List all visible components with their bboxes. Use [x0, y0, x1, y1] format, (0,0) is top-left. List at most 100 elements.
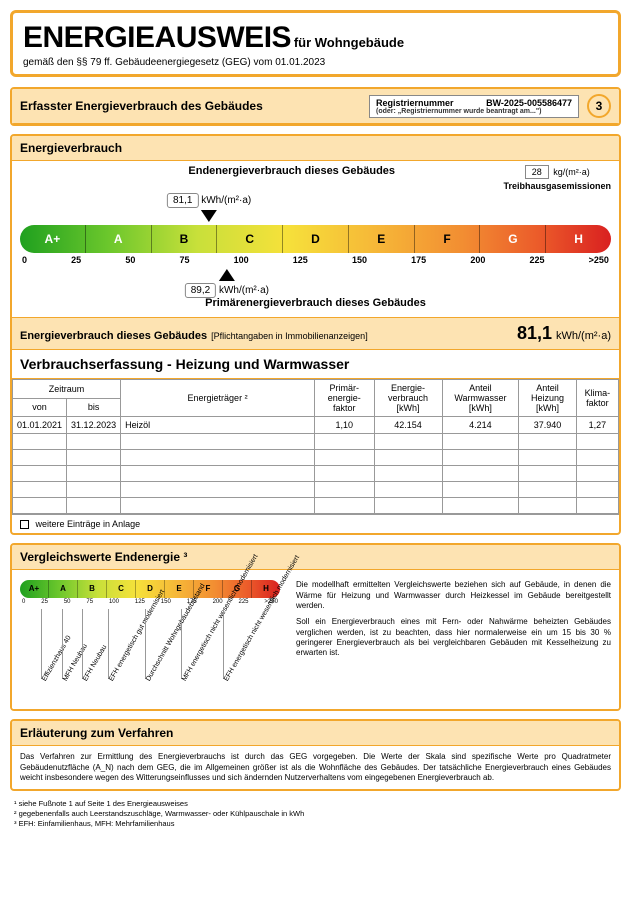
- table-cell: [374, 434, 442, 450]
- value-unit: kWh/(m²·a): [556, 330, 611, 342]
- registration-section: Erfasster Energieverbrauch des Gebäudes …: [10, 87, 621, 126]
- scale-letter: A: [86, 225, 152, 253]
- table-cell: [67, 498, 121, 514]
- scale-number: 50: [125, 255, 135, 265]
- scale-letter: F: [415, 225, 481, 253]
- table-cell: [576, 482, 618, 498]
- legal-line: gemäß den §§ 79 ff. Gebäudeenergiegesetz…: [23, 57, 608, 68]
- consumption-title: Verbrauchserfassung - Heizung und Warmwa…: [12, 349, 619, 379]
- table-cell: [121, 466, 315, 482]
- scale-letter: G: [480, 225, 546, 253]
- th-kf: Klima- faktor: [576, 380, 618, 417]
- mini-scale-letter: E: [165, 580, 194, 598]
- diag-line: [82, 609, 83, 679]
- scale-letter: E: [349, 225, 415, 253]
- scale-number: 150: [352, 255, 367, 265]
- table-cell: 4.214: [442, 417, 519, 434]
- table-cell: [315, 482, 375, 498]
- emissions-box: 28 kg/(m²·a) Treibhausgasemissionen: [503, 165, 611, 191]
- vergleich-text: Die modellhaft ermittelten Vergleichswer…: [296, 580, 611, 699]
- mini-scale-letter: B: [78, 580, 107, 598]
- energy-section-title: Energieverbrauch: [12, 136, 619, 161]
- prim-value: 89,2: [185, 283, 216, 298]
- value-sub: [Pflichtangaben in Immobilienanzeigen]: [211, 331, 517, 341]
- erl-text: Das Verfahren zur Ermittlung des Energie…: [12, 746, 619, 789]
- mini-scale-number: 0: [22, 599, 25, 605]
- table-row: 01.01.202131.12.2023Heizöl1,1042.1544.21…: [13, 417, 619, 434]
- th-ww: Anteil Warmwasser [kWh]: [442, 380, 519, 417]
- table-cell: [121, 498, 315, 514]
- table-cell: [315, 450, 375, 466]
- scale-letter: D: [283, 225, 349, 253]
- table-cell: [442, 498, 519, 514]
- reg-section-title: Erfasster Energieverbrauch des Gebäudes: [20, 99, 369, 113]
- mini-scale-letter: C: [107, 580, 136, 598]
- table-cell: 42.154: [374, 417, 442, 434]
- scale-letter: A+: [20, 225, 86, 253]
- diag-label: MFH energetisch nicht wesentlich moderni…: [181, 553, 260, 682]
- table-cell: [442, 450, 519, 466]
- scale-number: 75: [179, 255, 189, 265]
- arrow-down-icon: [201, 210, 217, 222]
- scale-letter: B: [152, 225, 218, 253]
- erlaeuterung-section: Erläuterung zum Verfahren Das Verfahren …: [10, 719, 621, 791]
- scale-number: 125: [293, 255, 308, 265]
- scale-number: 225: [529, 255, 544, 265]
- value-big: 81,1: [517, 323, 552, 344]
- table-cell: [121, 434, 315, 450]
- mini-scale-number: 125: [135, 599, 145, 605]
- table-cell: [13, 498, 67, 514]
- table-row: [13, 434, 619, 450]
- end-energy-title: Endenergieverbrauch dieses Gebäudes: [80, 165, 503, 177]
- vergleich-p1: Die modellhaft ermittelten Vergleichswer…: [296, 580, 611, 611]
- erl-title: Erläuterung zum Verfahren: [12, 721, 619, 746]
- mini-scale-letter: A+: [20, 580, 49, 598]
- legal-prefix: gemäß den §§ 79 ff. Gebäudeenergiegesetz…: [23, 57, 272, 68]
- table-cell: [315, 466, 375, 482]
- table-cell: [576, 466, 618, 482]
- emissions-value: 28: [525, 165, 549, 179]
- end-value: 81,1: [167, 193, 198, 208]
- table-cell: [576, 450, 618, 466]
- table-cell: [519, 498, 577, 514]
- footnotes: ¹ siehe Fußnote 1 auf Seite 1 des Energi…: [10, 799, 621, 828]
- th-bis: bis: [67, 398, 121, 417]
- vergleich-title: Vergleichswerte Endenergie ³: [12, 545, 619, 570]
- mini-scale-number: 50: [64, 599, 71, 605]
- table-row: [13, 498, 619, 514]
- diag-line: [108, 609, 109, 679]
- table-cell: [374, 482, 442, 498]
- table-cell: [374, 450, 442, 466]
- footnote-3: ³ EFH: Einfamilienhaus, MFH: Mehrfamilie…: [14, 819, 617, 829]
- reg-box: Registriernummer BW-2025-005586477 (oder…: [369, 95, 579, 118]
- table-row: [13, 450, 619, 466]
- table-cell: [374, 466, 442, 482]
- table-cell: 1,10: [315, 417, 375, 434]
- table-cell: [519, 434, 577, 450]
- consumption-table: Zeitraum Energieträger ² Primär- energie…: [12, 379, 619, 514]
- vergleich-chart: A+ABCDEFGH 0255075100125150175200225>250…: [20, 580, 280, 699]
- table-cell: Heizöl: [121, 417, 315, 434]
- energy-section: Energieverbrauch Endenergieverbrauch die…: [10, 134, 621, 535]
- table-cell: [67, 466, 121, 482]
- scale-number: 25: [71, 255, 81, 265]
- table-cell: [67, 450, 121, 466]
- diag-line: [223, 609, 224, 679]
- value-label: Energieverbrauch dieses Gebäudes: [20, 330, 207, 342]
- diag-label: EFH energetisch nicht wesentlich moderni…: [223, 554, 301, 682]
- scale-letter: H: [546, 225, 611, 253]
- reg-number: BW-2025-005586477: [486, 98, 572, 108]
- table-cell: [519, 466, 577, 482]
- page-number: 3: [587, 94, 611, 118]
- document-header: ENERGIEAUSWEIS für Wohngebäude gemäß den…: [10, 10, 621, 77]
- scale-number: 0: [22, 255, 27, 265]
- checkbox-icon[interactable]: [20, 520, 29, 529]
- scale-number: >250: [589, 255, 609, 265]
- table-cell: [13, 434, 67, 450]
- building-value-row: Energieverbrauch dieses Gebäudes [Pflich…: [12, 317, 619, 349]
- table-cell: [374, 498, 442, 514]
- arrow-up-icon: [219, 269, 235, 281]
- diag-line: [62, 609, 63, 679]
- scale-number: 100: [234, 255, 249, 265]
- th-hz: Anteil Heizung [kWh]: [519, 380, 577, 417]
